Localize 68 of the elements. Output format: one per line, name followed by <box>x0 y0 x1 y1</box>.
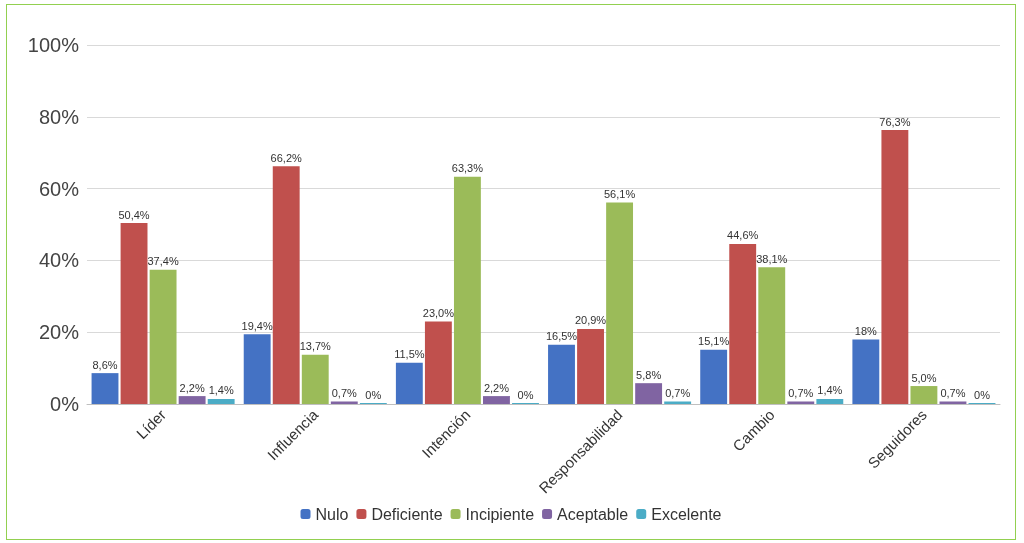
data-label: 56,1% <box>603 188 636 201</box>
data-label: 76,3% <box>879 115 911 128</box>
data-label: 5,8% <box>636 368 662 381</box>
bar <box>881 130 909 404</box>
data-label: 0% <box>365 388 382 401</box>
data-label: 8,6% <box>92 358 118 371</box>
y-tick-label: 80% <box>38 105 80 128</box>
bar <box>483 396 510 404</box>
data-label: 44,6% <box>727 229 759 242</box>
bar <box>787 401 815 404</box>
data-label: 1,4% <box>208 384 234 397</box>
data-label: 5,0% <box>911 371 937 384</box>
y-tick-label: 20% <box>38 321 80 344</box>
bar <box>453 176 481 404</box>
data-label: 0,7% <box>940 386 966 399</box>
bar <box>548 344 575 404</box>
bar <box>910 386 938 404</box>
bar <box>207 398 235 404</box>
data-label: 15,1% <box>698 335 730 348</box>
data-label: 2,2% <box>483 381 510 394</box>
data-label: 37,4% <box>147 255 179 268</box>
data-label: 16,5% <box>545 330 578 343</box>
bar <box>700 349 728 404</box>
legend-label: Excelente <box>651 505 722 523</box>
bar <box>272 166 300 404</box>
data-label: 1,4% <box>817 384 843 397</box>
bar <box>606 202 634 404</box>
y-tick-label: 60% <box>38 177 80 200</box>
bar <box>816 398 844 404</box>
data-label: 23,0% <box>422 306 455 319</box>
data-label: 2,2% <box>179 381 205 394</box>
bar <box>664 401 692 404</box>
bar <box>120 223 148 404</box>
data-label: 0% <box>974 388 991 401</box>
data-label: 13,7% <box>299 340 332 353</box>
bar <box>939 401 967 404</box>
data-label: 66,2% <box>270 151 303 164</box>
bar <box>729 243 757 404</box>
bar <box>424 321 452 404</box>
bar <box>852 339 880 404</box>
data-label: 0,7% <box>665 386 691 399</box>
bar <box>330 401 358 404</box>
data-label: 18% <box>854 324 878 337</box>
data-label: 38,1% <box>756 252 788 265</box>
data-label: 0,7% <box>788 386 814 399</box>
data-label: 0,7% <box>331 386 358 399</box>
legend-label: Aceptable <box>557 505 629 523</box>
y-tick-label: 100% <box>27 34 80 56</box>
bar <box>758 267 786 404</box>
bar <box>243 334 271 404</box>
bar <box>635 383 663 404</box>
legend-label: Incipiente <box>465 505 535 523</box>
data-label: 11,5% <box>394 348 425 361</box>
legend-label: Nulo <box>315 505 349 523</box>
bar <box>178 396 206 404</box>
bar <box>577 328 604 404</box>
data-label: 19,4% <box>241 319 273 332</box>
y-tick-label: 40% <box>38 249 80 272</box>
bar <box>149 269 177 404</box>
y-tick-label: 0% <box>50 393 80 415</box>
data-label: 0% <box>517 388 534 401</box>
bar <box>91 373 119 404</box>
bar <box>395 362 423 404</box>
data-label: 50,4% <box>118 208 150 221</box>
data-label: 20,9% <box>574 314 607 327</box>
bar <box>301 354 329 404</box>
data-label: 63,3% <box>451 162 484 175</box>
legend-label: Deficiente <box>371 505 443 523</box>
